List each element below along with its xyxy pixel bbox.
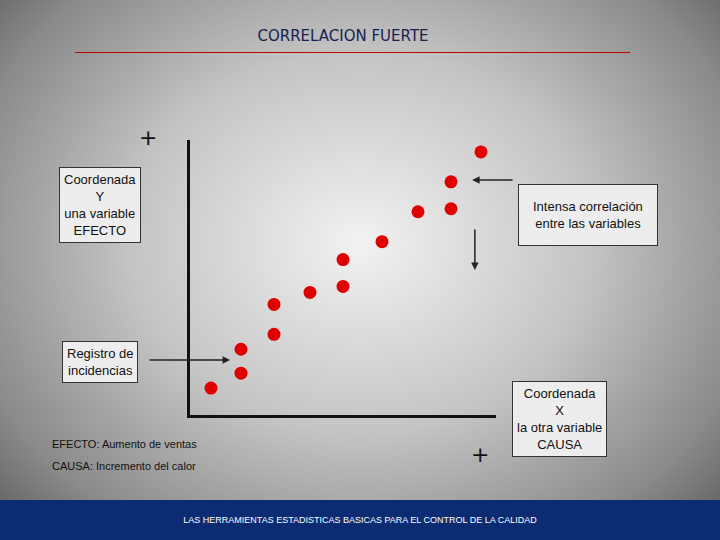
svg-text:EFECTO: Aumento de ventas: EFECTO: Aumento de ventas xyxy=(52,438,197,450)
svg-text:Intensa correlaciónentre las v: Intensa correlaciónentre las variables xyxy=(533,199,643,231)
svg-text:Registro deincidencias: Registro deincidencias xyxy=(67,346,133,378)
html-text:LAS HERRAMIENTAS ESTADISTICAS: LAS HERRAMIENTAS ESTADISTICAS BASICAS PA… xyxy=(183,515,537,525)
svg-text:+: + xyxy=(139,125,157,150)
svg-text:CoordenadaXla otra variableCAU: CoordenadaXla otra variableCAUSA xyxy=(517,386,602,452)
svg-text:CAUSA: Incremento del calor: CAUSA: Incremento del calor xyxy=(52,460,196,472)
svg-text:+: + xyxy=(471,442,489,467)
svg-text:CoordenadaYuna variableEFECTO: CoordenadaYuna variableEFECTO xyxy=(64,172,136,238)
svg-text:CORRELACION FUERTE: CORRELACION FUERTE xyxy=(257,27,428,45)
